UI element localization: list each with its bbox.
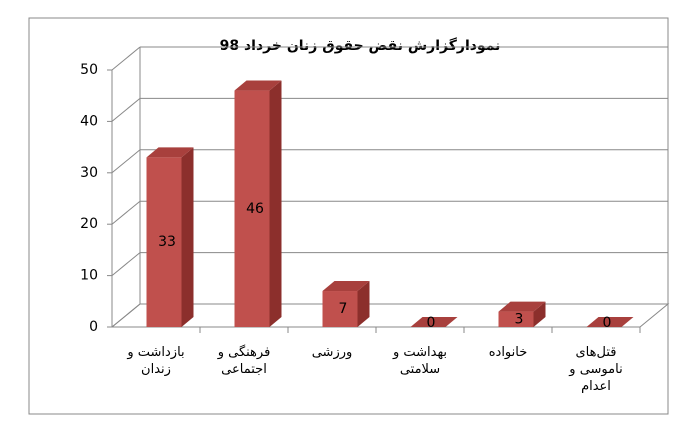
x-tick-label: خانواده xyxy=(488,345,528,360)
bar xyxy=(498,311,534,327)
grid-line-side xyxy=(111,200,141,225)
bar-top xyxy=(498,301,546,312)
x-tick-label: ورزشی xyxy=(311,345,353,360)
bar-top xyxy=(146,147,194,158)
grid-line-side xyxy=(111,149,141,174)
data-label: 3 xyxy=(515,311,524,327)
y-tick-label: 0 xyxy=(89,319,98,335)
grid-line-side xyxy=(111,98,141,122)
bar xyxy=(234,90,270,327)
bar-side xyxy=(533,301,546,327)
bar-top xyxy=(586,317,634,327)
data-label: 7 xyxy=(339,301,348,317)
data-label: 46 xyxy=(246,201,264,217)
chart-border xyxy=(28,17,669,415)
y-tick-label: 50 xyxy=(80,62,98,78)
y-tick-label: 40 xyxy=(80,113,98,129)
bar-side xyxy=(269,80,282,327)
data-label: 0 xyxy=(427,315,436,331)
x-tick-label: بهداشت و سلامتی xyxy=(392,345,448,377)
grid-line-side xyxy=(111,46,141,71)
y-tick-label: 10 xyxy=(80,268,98,284)
bar-top xyxy=(322,281,370,292)
chart-title: نمودارگزارش نقض حقوق زنان خرداد 98 xyxy=(220,37,501,54)
grid-line-side xyxy=(111,252,141,276)
data-label: 33 xyxy=(158,234,176,250)
y-tick-label: 20 xyxy=(80,216,98,232)
bar-top xyxy=(234,80,282,91)
bar xyxy=(322,291,358,327)
bar-side xyxy=(357,281,370,327)
x-tick-label: بازداشت و زندان xyxy=(127,345,185,377)
bar xyxy=(146,157,182,327)
x-tick-label: فرهنگی و اجتماعی xyxy=(217,345,271,377)
bar-side xyxy=(181,147,194,327)
grid-line-side xyxy=(111,303,141,328)
data-label: 0 xyxy=(603,315,612,331)
bar-top xyxy=(410,317,458,327)
y-tick-label: 30 xyxy=(80,165,98,181)
x-tick-label: قتل‌های ناموسی و اعدام xyxy=(569,345,623,394)
